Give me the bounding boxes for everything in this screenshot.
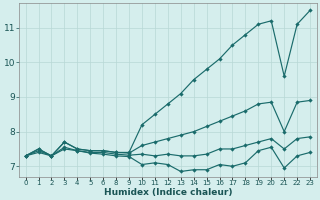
- X-axis label: Humidex (Indice chaleur): Humidex (Indice chaleur): [104, 188, 232, 197]
